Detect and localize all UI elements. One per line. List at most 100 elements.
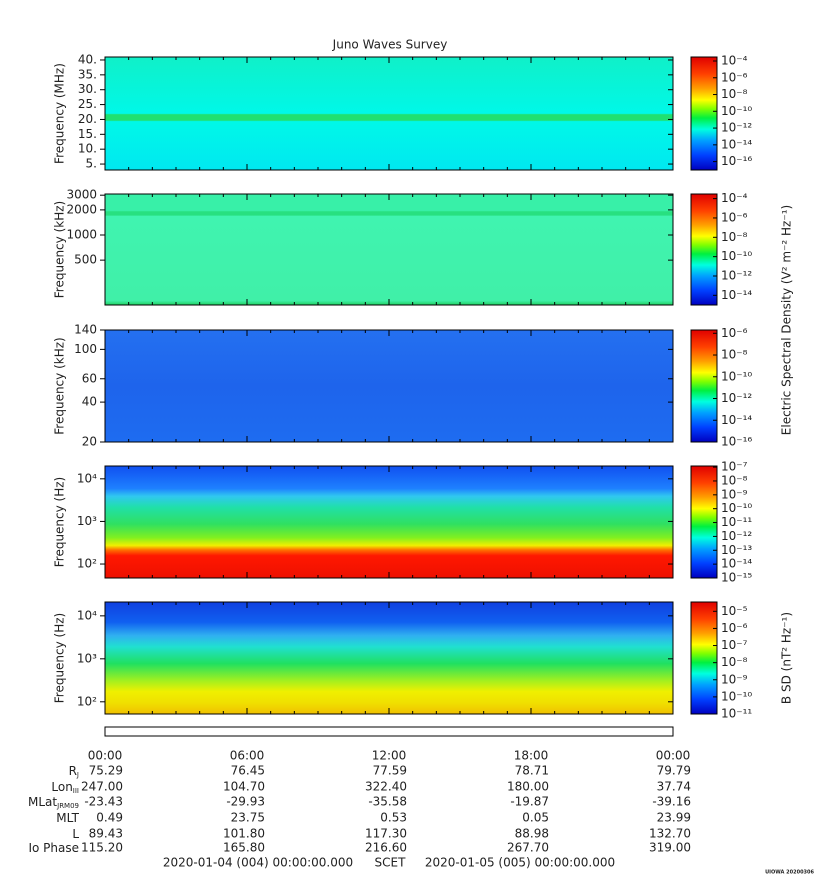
row-label: Io Phase — [28, 841, 79, 855]
x-tick-label: 12:00 — [372, 749, 407, 763]
x-tick-label: 18:00 — [514, 749, 549, 763]
colorbar — [690, 601, 718, 715]
ephemeris-value: 23.99 — [657, 811, 691, 825]
y-tick-label: 10³ — [77, 651, 97, 665]
footer-axis: SCET — [375, 856, 407, 870]
y-tick-label: 100 — [74, 342, 97, 356]
colorbar-label: Electric Spectral Density (V² m⁻² Hz⁻¹) — [780, 205, 794, 435]
ephemeris-value: 216.60 — [365, 841, 407, 855]
colorbar-tick-label: 10⁻¹⁰ — [721, 501, 752, 515]
y-tick-label: 10³ — [77, 514, 97, 528]
y-tick-label: 40. — [78, 52, 97, 66]
colorbar-tick-label: 10⁻⁸ — [721, 87, 748, 101]
footer-end: 2020-01-05 (005) 00:00:00.000 — [425, 856, 615, 870]
ephemeris-value: 0.05 — [522, 811, 549, 825]
colorbar-tick-label: 10⁻⁴ — [721, 54, 748, 68]
y-tick-label: 2000 — [66, 202, 97, 216]
y-tick-label: 140 — [74, 323, 97, 337]
spectrogram — [105, 194, 673, 305]
ephemeris-value: 37.74 — [657, 780, 691, 794]
ephemeris-value: 165.80 — [223, 841, 265, 855]
colorbar-tick-label: 10⁻¹² — [721, 391, 752, 405]
colorbar-tick-label: 10⁻¹² — [721, 529, 752, 543]
y-tick-label: 5. — [86, 157, 97, 171]
ephemeris-value: 76.45 — [231, 764, 265, 778]
y-tick-label: 25. — [78, 97, 97, 111]
row-label: MLatJRM09 — [28, 795, 79, 811]
ephemeris-value: 79.79 — [657, 764, 691, 778]
row-label-main: MLat — [28, 795, 57, 809]
colorbar-tick-label: 10⁻⁶ — [721, 326, 748, 340]
ephemeris-value: 0.53 — [380, 811, 407, 825]
y-tick-label: 40 — [82, 395, 97, 409]
colorbar — [690, 56, 718, 171]
ephemeris-value: 104.70 — [223, 780, 265, 794]
colorbar-tick-label: 10⁻⁶ — [721, 70, 748, 84]
colorbar-tick-label: 10⁻¹⁴ — [721, 557, 752, 571]
row-label: L — [72, 827, 79, 841]
colorbar-tick-label: 10⁻⁸ — [721, 230, 748, 244]
ephemeris-value: 267.70 — [507, 841, 549, 855]
colorbar-tick-label: 10⁻⁶ — [721, 210, 748, 224]
colorbar-tick-label: 10⁻⁵ — [721, 604, 748, 618]
y-axis-label: Frequency (kHz) — [53, 201, 67, 298]
spectrogram — [105, 466, 673, 578]
ephemeris-value: 117.30 — [365, 827, 407, 841]
row-label-main: Lon — [51, 780, 72, 794]
row-label-main: Io Phase — [28, 841, 79, 855]
ephemeris-value: -23.43 — [84, 795, 123, 809]
colorbar-tick-label: 10⁻¹⁶ — [721, 435, 752, 449]
ephemeris-value: 132.70 — [649, 827, 691, 841]
row-label-main: MLT — [56, 811, 79, 825]
y-tick-label: 10. — [78, 142, 97, 156]
y-tick-label: 20 — [82, 435, 97, 449]
ephemeris-value: 322.40 — [365, 780, 407, 794]
colorbar-tick-label: 10⁻⁶ — [721, 621, 748, 635]
time-bar — [104, 726, 674, 737]
ephemeris-value: 101.80 — [223, 827, 265, 841]
ephemeris-value: 319.00 — [649, 841, 691, 855]
colorbar-label: B SD (nT² Hz⁻¹) — [780, 612, 794, 704]
y-axis-label: Frequency (Hz) — [53, 477, 67, 568]
colorbar-tick-label: 10⁻¹⁰ — [721, 104, 752, 118]
colorbar — [690, 193, 718, 306]
colorbar-tick-label: 10⁻¹⁰ — [721, 369, 752, 383]
colorbar-tick-label: 10⁻¹⁰ — [721, 689, 752, 703]
colorbar-tick-label: 10⁻⁹ — [721, 487, 748, 501]
colorbar-tick-label: 10⁻⁹ — [721, 672, 748, 686]
y-tick-label: 30. — [78, 82, 97, 96]
colorbar-tick-label: 10⁻⁸ — [721, 473, 748, 487]
colorbar-tick-label: 10⁻¹¹ — [721, 515, 752, 529]
x-tick-label: 00:00 — [88, 749, 123, 763]
y-tick-label: 500 — [74, 253, 97, 267]
colorbar-tick-label: 10⁻¹⁰ — [721, 249, 752, 263]
y-tick-label: 15. — [78, 127, 97, 141]
y-axis-label: Frequency (kHz) — [53, 337, 67, 434]
y-tick-label: 10² — [77, 694, 97, 708]
ephemeris-value: 88.98 — [515, 827, 549, 841]
ephemeris-value: 78.71 — [515, 764, 549, 778]
spectrogram — [105, 57, 673, 170]
y-tick-label: 60 — [82, 371, 97, 385]
ephemeris-value: -35.58 — [368, 795, 407, 809]
colorbar-tick-label: 10⁻⁷ — [721, 638, 748, 652]
row-label-sub: III — [73, 787, 79, 795]
row-label-sub: JRM09 — [56, 802, 79, 810]
footer-start: 2020-01-04 (004) 00:00:00.000 — [163, 856, 353, 870]
ephemeris-value: 23.75 — [231, 811, 265, 825]
colorbar-tick-label: 10⁻¹¹ — [721, 707, 752, 721]
y-tick-label: 10⁴ — [77, 608, 97, 622]
title: Juno Waves Survey — [332, 38, 448, 52]
colorbar-tick-label: 10⁻¹⁴ — [721, 137, 752, 151]
spectrogram — [105, 602, 673, 714]
colorbar-tick-label: 10⁻¹⁵ — [721, 571, 752, 585]
ephemeris-value: 89.43 — [89, 827, 123, 841]
colorbar-tick-label: 10⁻⁴ — [721, 191, 748, 205]
ephemeris-value: -29.93 — [226, 795, 265, 809]
colorbar-tick-label: 10⁻¹² — [721, 268, 752, 282]
row-label: RJ — [69, 764, 79, 780]
ephemeris-value: -19.87 — [510, 795, 549, 809]
y-tick-label: 10² — [77, 557, 97, 571]
colorbar-tick-label: 10⁻¹³ — [721, 543, 752, 557]
colorbar — [690, 329, 718, 443]
